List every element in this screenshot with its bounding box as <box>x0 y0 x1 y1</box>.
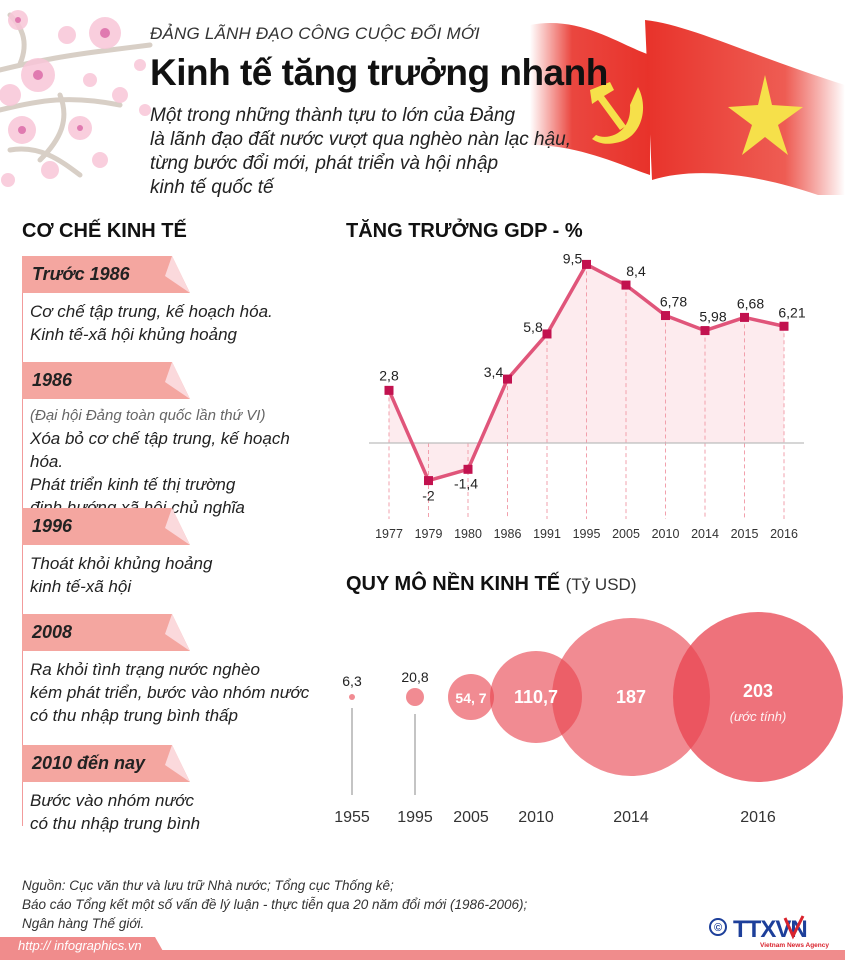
data-label: 6,78 <box>660 294 687 310</box>
data-point-marker <box>779 321 789 331</box>
mechanism-title: CƠ CHẾ KINH TẾ <box>22 220 187 242</box>
x-tick-label: 1980 <box>454 527 482 541</box>
data-label: 5,8 <box>523 319 543 335</box>
period-text: Ra khỏi tình trạng nước nghèo kém phát t… <box>30 660 310 725</box>
kicker: ĐẢNG LÃNH ĐẠO CÔNG CUỘC ĐỔI MỚI <box>150 24 480 43</box>
bubble-2014 <box>552 618 710 776</box>
data-label: 3,4 <box>484 364 504 380</box>
x-tick-label: 1995 <box>573 527 601 541</box>
x-tick-label: 2010 <box>652 527 680 541</box>
year-label: 1995 <box>397 809 433 826</box>
data-point-marker <box>700 326 710 336</box>
bubble-value: 187 <box>616 687 646 707</box>
x-tick-label: 1977 <box>375 527 403 541</box>
page-title: Kinh tế tăng trưởng nhanh <box>150 52 608 93</box>
data-label: -1,4 <box>454 475 478 491</box>
data-point-marker <box>661 311 670 321</box>
lead-paragraph: Một trong những thành tựu to lớn của Đản… <box>150 105 572 198</box>
ribbon-2008: 2008 <box>22 614 192 652</box>
year-label: 2016 <box>740 809 776 826</box>
gdp-chart-title: TĂNG TRƯỞNG GDP - % <box>346 220 583 242</box>
bubble-value: 54, 7 <box>455 690 486 706</box>
website-link[interactable]: http:// infographics.vn <box>18 938 142 953</box>
footer-band <box>0 950 845 960</box>
data-point-marker <box>542 329 552 339</box>
x-tick-label: 1979 <box>415 527 443 541</box>
ribbon-2010-to-now: 2010 đến nay <box>22 745 192 783</box>
data-point-marker <box>503 374 512 384</box>
period-text: Cơ chế tập trung, kế hoạch hóa. Kinh tế-… <box>30 302 273 344</box>
x-tick-label: 2005 <box>612 527 640 541</box>
bubble-2005 <box>448 674 494 720</box>
ribbon-1986: 1986 <box>22 362 192 400</box>
data-label: -2 <box>422 488 435 504</box>
x-tick-label: 1991 <box>533 527 561 541</box>
data-label: 8,4 <box>626 263 646 279</box>
footer-tab <box>0 937 168 960</box>
data-point-marker <box>463 464 473 474</box>
ribbon-1996: 1996 <box>22 508 192 546</box>
bubble-1955 <box>349 694 355 700</box>
party-flag <box>530 22 650 175</box>
data-label: 2,8 <box>379 367 399 383</box>
data-point-marker <box>424 476 433 486</box>
data-label: 6,21 <box>778 304 805 320</box>
x-tick-label: 1986 <box>494 527 522 541</box>
year-label: 1955 <box>334 809 370 826</box>
data-label: 5,98 <box>699 309 726 325</box>
hammer-sickle-icon <box>590 82 644 144</box>
bubble-value: 20,8 <box>401 669 428 685</box>
data-point-marker <box>582 259 591 269</box>
ttxvn-logo: © TTXVN Vietnam News Agency <box>709 915 829 949</box>
vietnam-flag <box>645 20 845 195</box>
svg-text:©: © <box>714 922 722 934</box>
ribbon-before-1986: Trước 1986 <box>22 256 192 294</box>
estimate-note: (ước tính) <box>730 709 787 724</box>
data-label: 6,68 <box>737 295 764 311</box>
data-point-marker <box>384 385 394 395</box>
x-tick-label: 2015 <box>731 527 759 541</box>
period-text: Bước vào nhóm nước có thu nhập trung bìn… <box>30 791 201 833</box>
year-label: 2010 <box>518 809 554 826</box>
x-tick-label: 2016 <box>770 527 798 541</box>
data-point-marker <box>740 312 749 322</box>
year-label: 2014 <box>613 809 649 826</box>
bubble-2016 <box>673 612 843 782</box>
bubble-value: 6,3 <box>342 673 362 689</box>
economy-scale-bubble-chart: 6,3 1955 20,8 1995 54, 7 2005 110,7 2010 187 2014… <box>334 612 843 826</box>
sources: Nguồn: Cục văn thư và lưu trữ Nhà nước; … <box>22 878 528 931</box>
scale-chart-title: QUY MÔ NỀN KINH TẾ (Tỷ USD) <box>346 573 637 595</box>
flags-decoration <box>530 20 845 195</box>
data-point-marker <box>621 280 631 290</box>
gdp-line-chart: 2,8 1977 -2 1979 -1,4 1980 3,4 1986 5,8 1991 9,5 19… <box>369 250 806 541</box>
svg-text:Vietnam News Agency: Vietnam News Agency <box>760 942 829 949</box>
data-label: 9,5 <box>563 250 583 266</box>
cherry-blossom-decoration <box>0 10 153 187</box>
bubble-value: 203 <box>743 681 773 701</box>
period-text: (Đại hội Đảng toàn quốc lần thứ VI) Xóa … <box>30 407 290 517</box>
x-tick-label: 2014 <box>691 527 719 541</box>
year-label: 2005 <box>453 809 489 826</box>
star-icon <box>728 75 803 155</box>
period-text: Thoát khỏi khủng hoảng kinh tế-xã hội <box>30 554 213 596</box>
bubble-value: 110,7 <box>514 687 558 707</box>
bubble-1995 <box>406 688 424 706</box>
